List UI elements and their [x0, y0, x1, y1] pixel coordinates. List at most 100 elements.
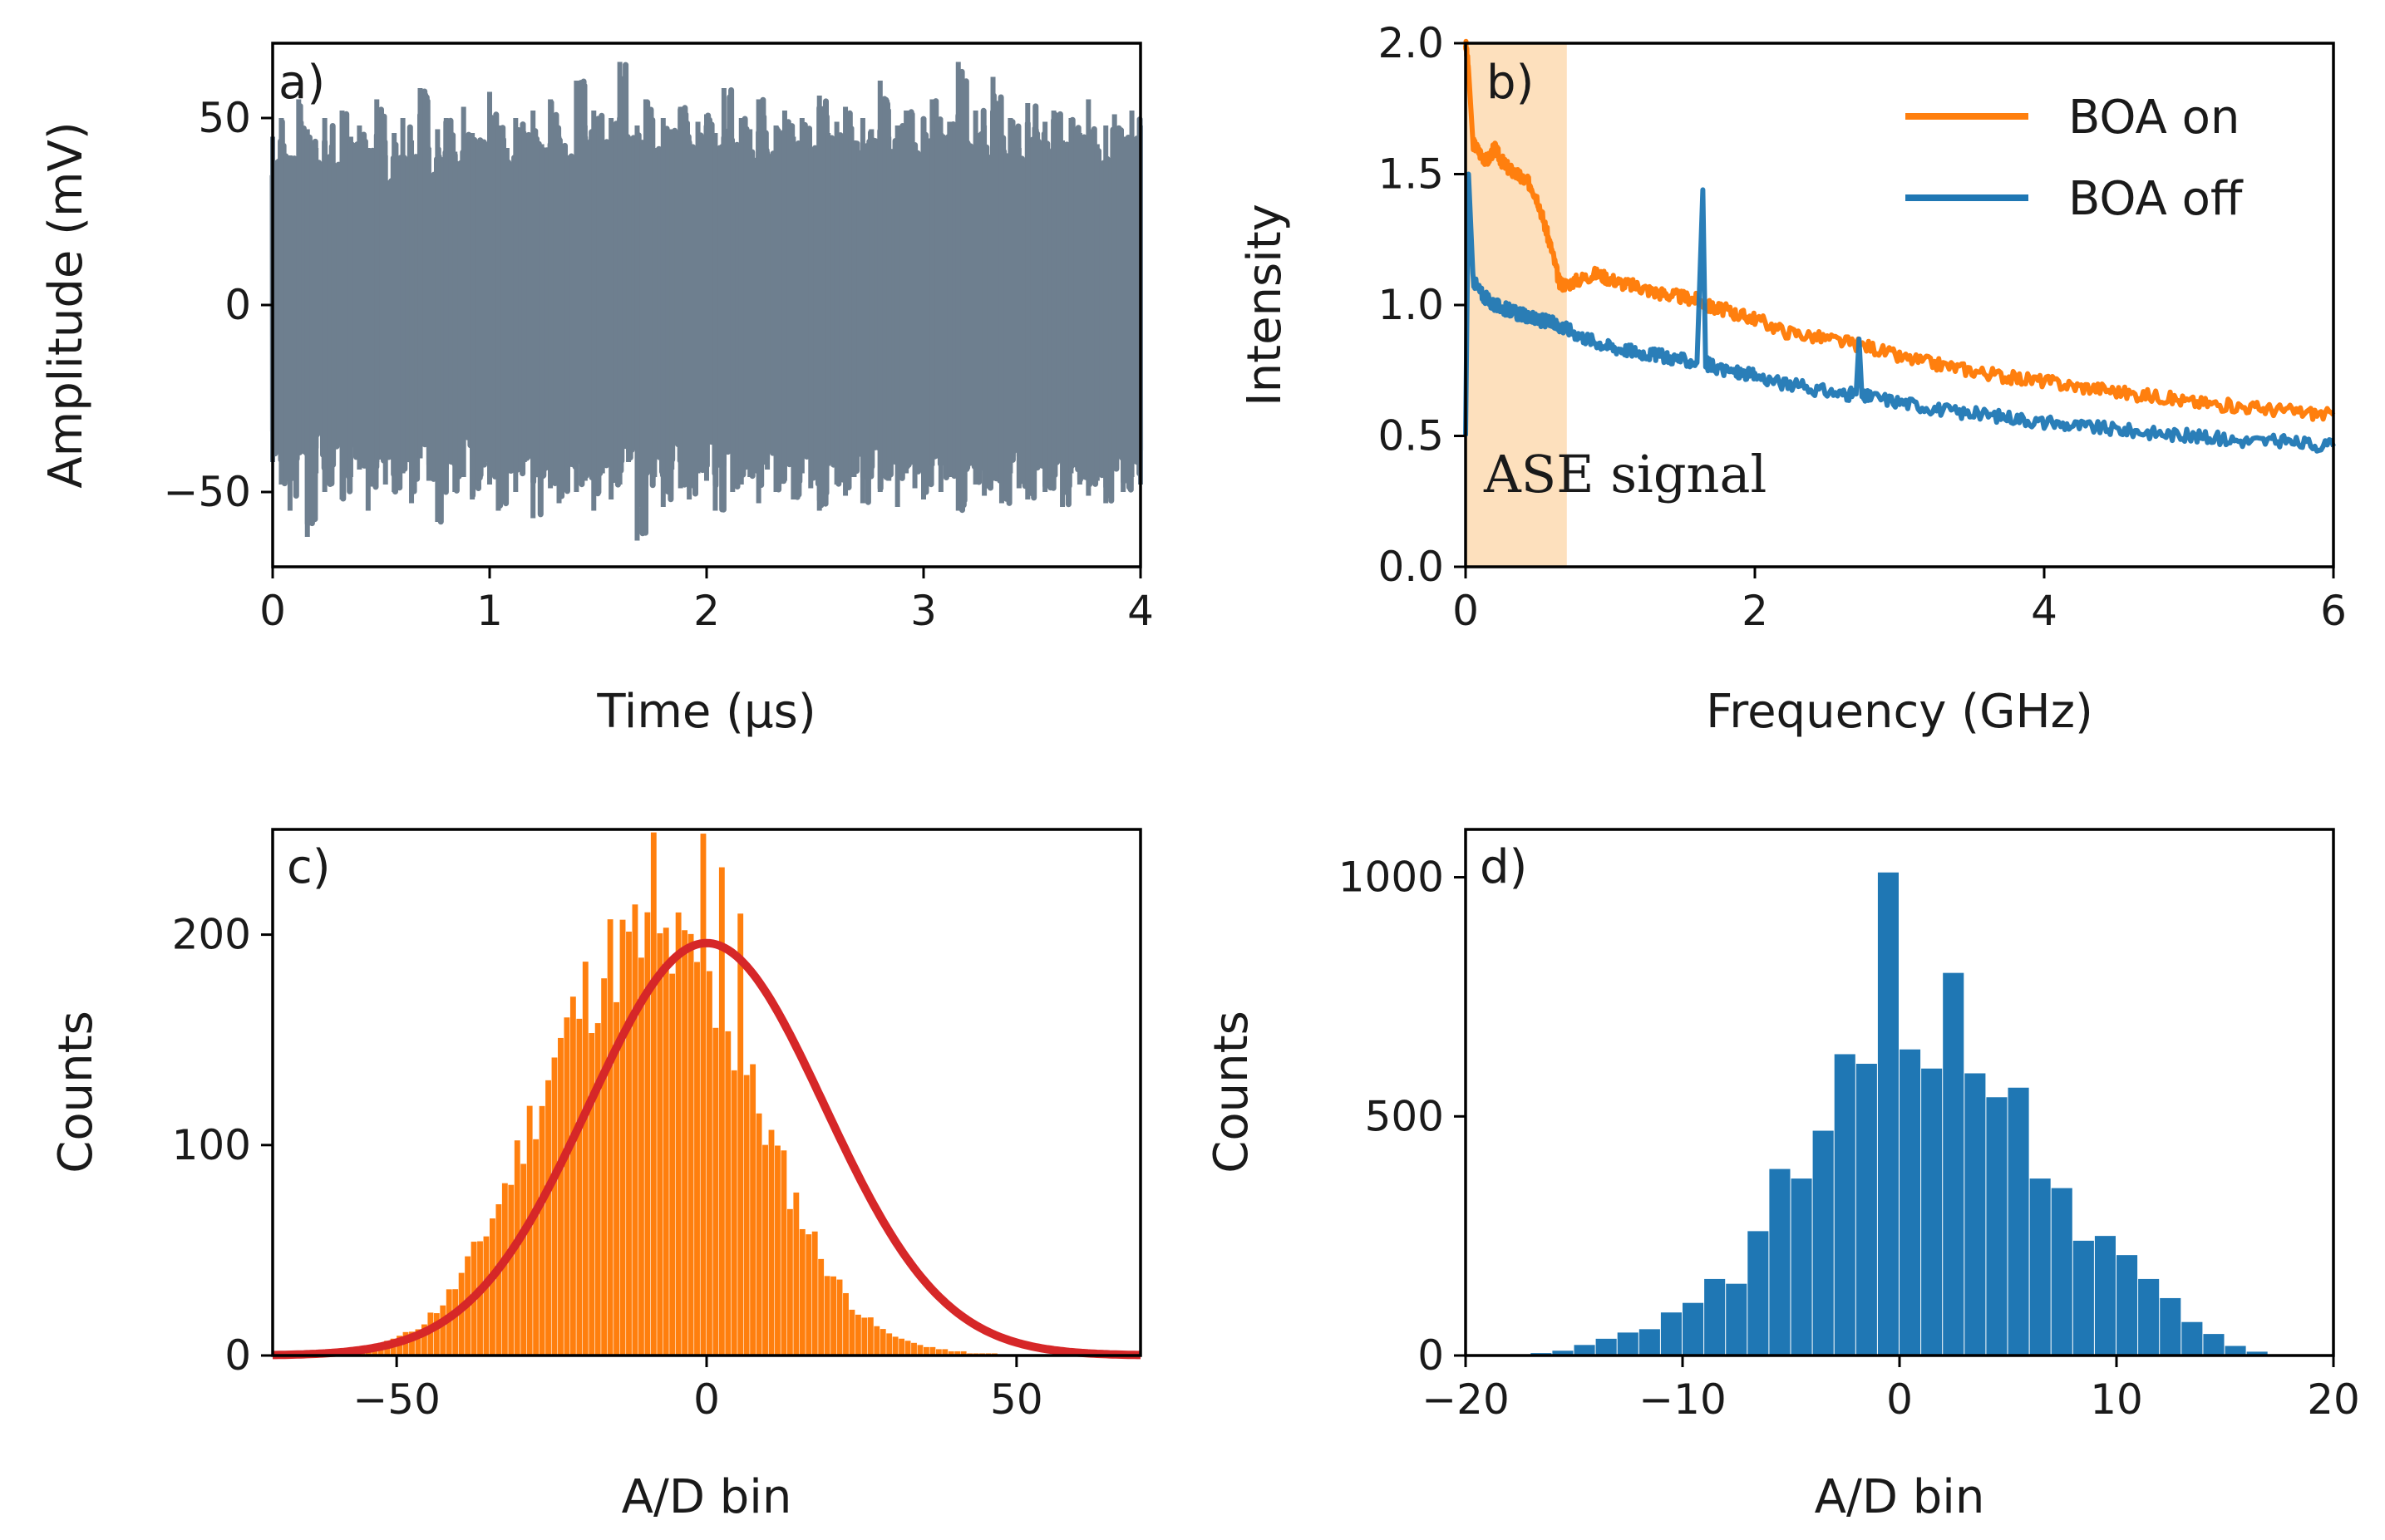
histogram-bar: [539, 1105, 545, 1355]
histogram-bar: [1900, 1049, 1921, 1355]
histogram-bar: [1769, 1169, 1791, 1355]
histogram-bar: [1617, 1332, 1638, 1355]
panel-b-xlabel: Frequency (GHz): [1706, 685, 2093, 739]
panel-a-ytick-label: −50: [163, 468, 251, 516]
panel-b-xtick-label: 2: [1742, 587, 1768, 635]
panel-d-xtick-label: 20: [2307, 1375, 2360, 1424]
histogram-bar: [899, 1338, 905, 1355]
histogram-bar: [564, 1017, 570, 1355]
panel-c-xtick-label: 50: [990, 1375, 1043, 1424]
histogram-bar: [917, 1345, 924, 1355]
panel-a-amplitude-trace: 0 1 2 3 4 −50 0 50 a) Time (μs) Amplitude (mV): [39, 42, 1154, 739]
histogram-bar: [2116, 1255, 2138, 1355]
histogram-bar: [954, 1351, 961, 1355]
histogram-bar: [1660, 1312, 1682, 1355]
histogram-bar: [545, 1080, 551, 1355]
histogram-bar: [687, 933, 694, 1355]
histogram-bar: [594, 1023, 601, 1355]
histogram-bar: [2051, 1188, 2072, 1355]
histogram-bar: [613, 1001, 619, 1355]
histogram-bar: [1943, 972, 1964, 1355]
panel-d-xtick-label: 0: [1886, 1375, 1913, 1424]
panel-b-xtick-label: 0: [1452, 587, 1479, 635]
panel-a-xtick-label: 2: [693, 587, 720, 635]
histogram-bar: [657, 932, 663, 1355]
histogram-bar: [725, 1031, 732, 1355]
panel-a-xtick-label: 4: [1127, 587, 1154, 635]
panel-b-xtick-label: 6: [2320, 587, 2347, 635]
histogram-bar: [756, 1113, 762, 1355]
histogram-bar: [737, 913, 744, 1355]
histogram-bar: [1683, 1302, 1704, 1355]
panel-c-ticks: −50 0 50 0 100 200: [172, 911, 1043, 1424]
histogram-bar: [650, 832, 657, 1355]
histogram-bar: [786, 1208, 793, 1355]
panel-c-ylabel: Counts: [49, 1011, 103, 1173]
panel-a-label: a): [278, 56, 325, 110]
panel-b-ytick-label: 1.0: [1377, 281, 1444, 329]
histogram-bar: [843, 1292, 849, 1355]
panel-d-ylabel: Counts: [1205, 1011, 1259, 1173]
histogram-bar: [601, 978, 608, 1355]
histogram-bar: [880, 1329, 886, 1355]
histogram-bar: [2072, 1240, 2094, 1355]
histogram-bar: [675, 912, 682, 1355]
histogram-bar: [707, 971, 712, 1355]
histogram-bar: [718, 867, 725, 1355]
histogram-bar: [409, 1331, 415, 1355]
histogram-bar: [867, 1317, 874, 1355]
histogram-bar: [644, 912, 651, 1355]
histogram-bar: [440, 1305, 446, 1355]
histogram-bar: [619, 919, 626, 1355]
panel-a-xtick-label: 0: [259, 587, 286, 635]
histogram-bar: [1834, 1054, 1855, 1355]
histogram-bar: [1574, 1345, 1595, 1355]
histogram-bar: [942, 1349, 949, 1355]
histogram-bar: [935, 1349, 942, 1355]
ase-signal-annotation: ASE signal: [1483, 444, 1767, 504]
panel-c-ytick-label: 200: [172, 911, 251, 959]
panel-b-xtick-label: 4: [2031, 587, 2057, 635]
histogram-bar: [1747, 1231, 1769, 1355]
panel-d-xlabel: A/D bin: [1815, 1470, 1985, 1524]
histogram-bar: [806, 1234, 812, 1355]
boa-off-line: [1463, 171, 2336, 454]
panel-c-plot-area: [273, 832, 1141, 1360]
histogram-bar: [682, 930, 688, 1355]
histogram-bar: [2203, 1334, 2225, 1355]
histogram-bar: [477, 1241, 483, 1355]
panel-c-ytick-label: 100: [172, 1121, 251, 1169]
panel-d-histogram: −20 −10 0 10 20 0 500 1000 d) A/D bin Counts: [1205, 828, 2360, 1524]
histogram-bar: [929, 1346, 936, 1355]
histogram-bar: [452, 1289, 459, 1355]
histogram-bar: [700, 834, 707, 1355]
histogram-bar: [1812, 1130, 1834, 1355]
histogram-bar: [458, 1272, 465, 1355]
histogram-bar: [886, 1333, 893, 1355]
panel-a-ytick-label: 50: [198, 94, 251, 142]
histogram-bar: [836, 1279, 843, 1355]
histogram-bar: [2160, 1297, 2181, 1355]
histogram-bar: [799, 1228, 806, 1355]
histogram-bar: [750, 1064, 756, 1355]
histogram-bar: [960, 1351, 967, 1355]
histogram-bar: [663, 927, 669, 1355]
histogram-bar: [1791, 1178, 1812, 1355]
histogram-bar: [743, 1075, 750, 1355]
histogram-bar: [2181, 1321, 2203, 1355]
panel-c-xtick-label: 0: [693, 1375, 720, 1424]
histogram-bar: [861, 1317, 868, 1355]
histogram-bar: [490, 1218, 495, 1355]
panel-c-ytick-label: 0: [224, 1331, 251, 1380]
panel-a-xtick-label: 1: [476, 587, 503, 635]
histogram-bar: [2246, 1351, 2268, 1355]
panel-b-plot-area: [1463, 38, 2336, 567]
panel-a-xlabel: Time (μs): [596, 685, 816, 739]
histogram-bar: [427, 1312, 434, 1355]
histogram-bar: [1986, 1097, 2008, 1355]
panel-b-ytick-label: 0.0: [1377, 543, 1444, 591]
histogram-bar: [892, 1336, 899, 1355]
histogram-bar: [948, 1351, 954, 1355]
panel-d-ytick-label: 0: [1417, 1331, 1444, 1380]
histogram-bar: [1921, 1068, 1943, 1355]
